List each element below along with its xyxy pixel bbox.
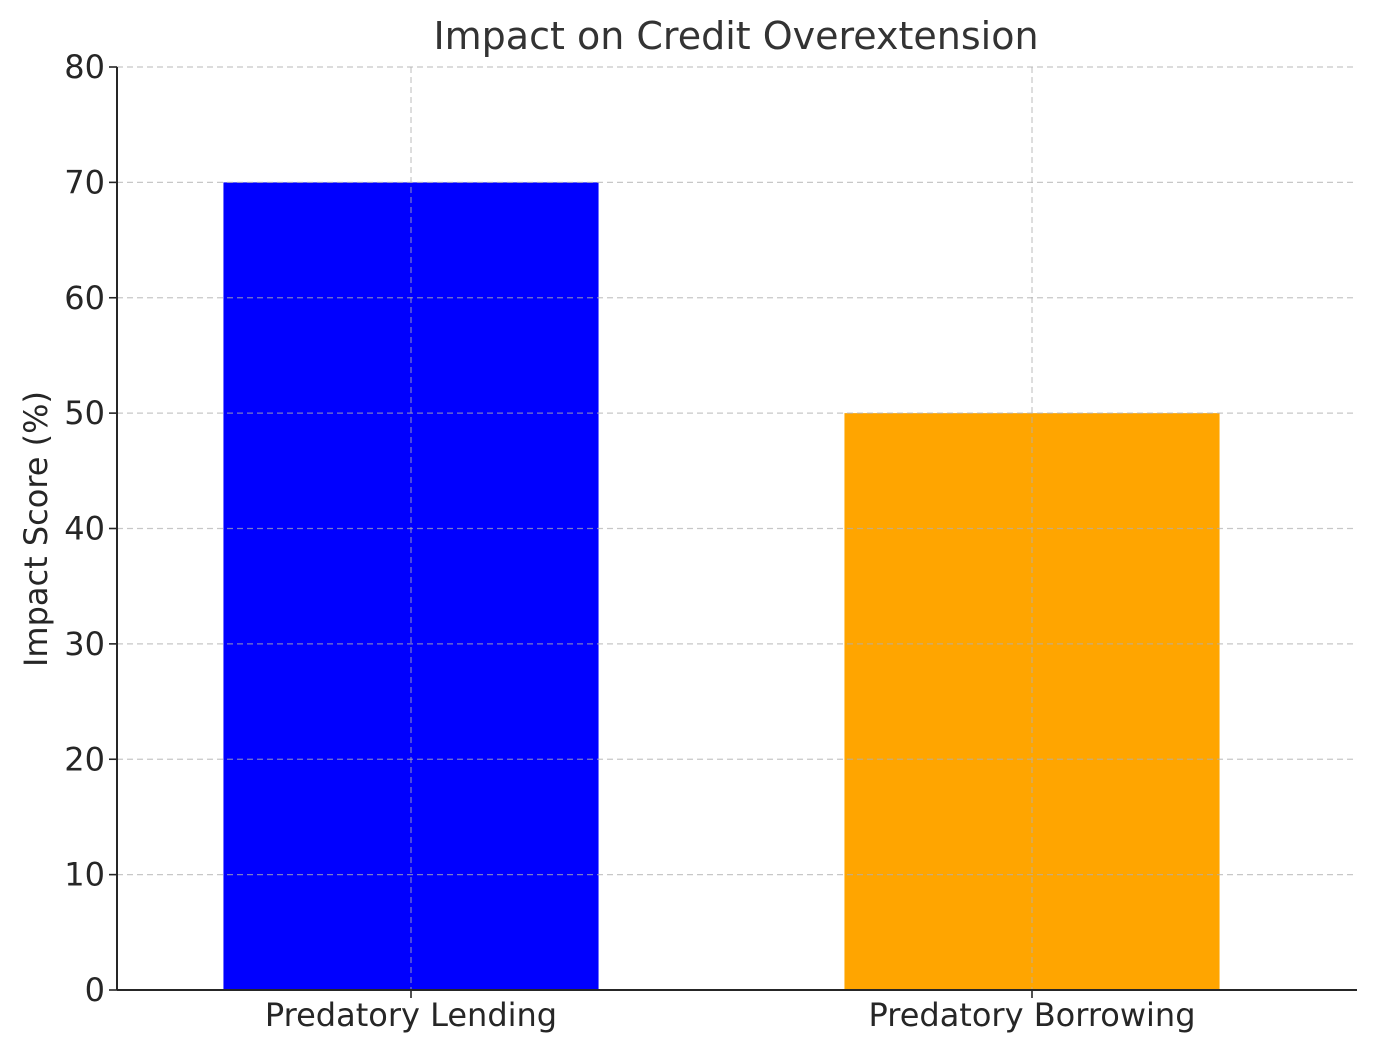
y-tick-label: 60: [64, 279, 105, 317]
x-tick-label: Predatory Borrowing: [869, 996, 1196, 1034]
y-tick-label: 20: [64, 740, 105, 778]
x-grid-lines: [117, 66, 1357, 990]
y-tick-label: 40: [64, 510, 105, 548]
y-axis-ticks: 0 10 20 30 40 50 60 70 80: [64, 48, 117, 1009]
bars: [223, 182, 1220, 990]
x-axis-ticks: Predatory Lending Predatory Borrowing: [265, 990, 1196, 1034]
y-tick-label: 80: [64, 48, 105, 86]
chart-title: Impact on Credit Overextension: [433, 14, 1038, 58]
y-axis-label: Impact Score (%): [17, 391, 55, 667]
y-tick-label: 50: [64, 394, 105, 432]
y-tick-label: 70: [64, 163, 105, 201]
y-tick-label: 10: [64, 856, 105, 894]
bar-predatory-lending: [223, 182, 599, 990]
y-tick-label: 0: [85, 971, 105, 1009]
y-tick-label: 30: [64, 625, 105, 663]
x-tick-label: Predatory Lending: [265, 996, 557, 1034]
